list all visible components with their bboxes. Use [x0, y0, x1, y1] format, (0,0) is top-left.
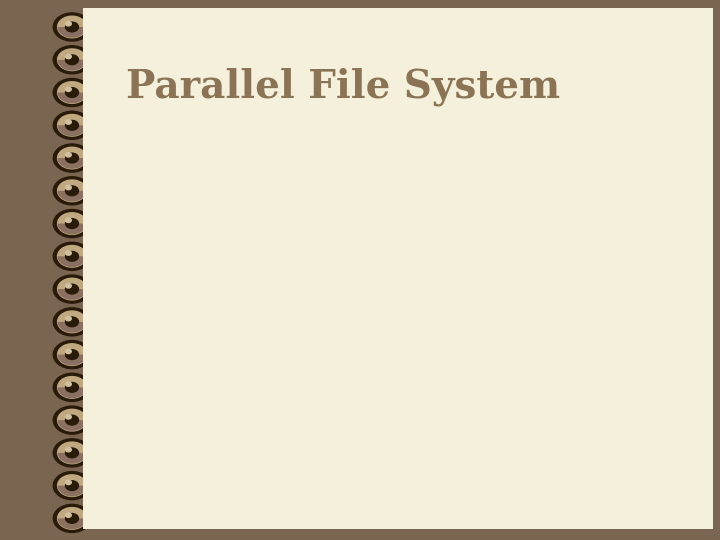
Circle shape [66, 55, 78, 65]
Circle shape [66, 514, 78, 523]
Circle shape [66, 22, 78, 32]
Circle shape [53, 504, 91, 532]
Text: Sample PFSs: Sample PFSs [145, 320, 356, 349]
Circle shape [58, 278, 86, 300]
Circle shape [66, 317, 78, 327]
Wedge shape [58, 60, 86, 71]
Text: HPCC: HPCC [380, 508, 412, 521]
Circle shape [66, 480, 71, 484]
Circle shape [58, 180, 86, 201]
Circle shape [53, 373, 91, 401]
Wedge shape [58, 420, 86, 431]
Circle shape [58, 508, 86, 529]
Wedge shape [58, 27, 86, 38]
Circle shape [58, 246, 86, 267]
Circle shape [53, 406, 91, 434]
Circle shape [53, 341, 91, 369]
Circle shape [66, 153, 78, 163]
Circle shape [53, 144, 91, 172]
Text: Interconnect: Interconnect [164, 225, 269, 242]
Circle shape [58, 409, 86, 431]
Circle shape [53, 308, 91, 336]
Text: Compute nodes: Compute nodes [164, 163, 291, 180]
Text: CSI668: CSI668 [282, 508, 323, 521]
Circle shape [53, 242, 91, 271]
Wedge shape [58, 256, 86, 267]
Circle shape [66, 252, 78, 261]
Text: 37: 37 [673, 508, 688, 521]
Circle shape [66, 316, 71, 321]
Circle shape [58, 49, 86, 71]
Circle shape [58, 475, 86, 496]
Circle shape [53, 275, 91, 303]
Circle shape [66, 382, 78, 392]
Wedge shape [58, 518, 86, 529]
Circle shape [66, 284, 78, 294]
Circle shape [66, 87, 71, 91]
Circle shape [66, 251, 71, 255]
Text: A typical PFS:: A typical PFS: [139, 127, 312, 148]
FancyBboxPatch shape [112, 322, 132, 350]
Circle shape [58, 147, 86, 169]
Circle shape [53, 210, 91, 238]
Circle shape [58, 376, 86, 398]
Wedge shape [58, 125, 86, 136]
Circle shape [66, 513, 71, 517]
Circle shape [66, 186, 78, 195]
Circle shape [66, 415, 71, 419]
Text: PVFS (Clemson): PVFS (Clemson) [164, 397, 302, 415]
Text: I/O nodes: I/O nodes [164, 194, 242, 211]
Wedge shape [58, 387, 86, 398]
Wedge shape [58, 289, 86, 300]
Circle shape [53, 177, 91, 205]
Circle shape [66, 448, 78, 458]
Wedge shape [58, 485, 86, 496]
Wedge shape [58, 158, 86, 169]
Circle shape [53, 46, 91, 74]
Circle shape [58, 213, 86, 234]
Wedge shape [58, 191, 86, 201]
Circle shape [58, 344, 86, 366]
Circle shape [66, 55, 71, 59]
Circle shape [53, 111, 91, 139]
Text: –: – [150, 397, 158, 415]
Circle shape [53, 439, 91, 467]
Circle shape [66, 120, 71, 124]
Circle shape [58, 311, 86, 333]
Circle shape [66, 448, 71, 452]
Circle shape [66, 219, 78, 228]
Circle shape [58, 442, 86, 464]
Circle shape [58, 114, 86, 136]
Circle shape [66, 382, 71, 386]
Circle shape [66, 218, 71, 222]
Circle shape [66, 284, 71, 288]
Circle shape [66, 415, 78, 425]
Circle shape [66, 87, 78, 97]
Circle shape [53, 13, 91, 41]
Circle shape [53, 78, 91, 106]
Text: Galley Parallel File System (Dartmouth): Galley Parallel File System (Dartmouth) [164, 370, 500, 388]
Circle shape [66, 120, 78, 130]
Wedge shape [58, 224, 86, 234]
Text: –: – [150, 370, 158, 388]
Circle shape [66, 481, 78, 490]
Text: Physical distribution of data across multiple disks in
multiple cluster nodes: Physical distribution of data across mul… [164, 254, 591, 296]
Circle shape [66, 350, 78, 360]
Circle shape [66, 153, 71, 157]
Wedge shape [58, 322, 86, 333]
Wedge shape [58, 453, 86, 464]
Circle shape [58, 16, 86, 38]
Wedge shape [58, 92, 86, 103]
Text: Parallel File System: Parallel File System [126, 68, 560, 106]
Circle shape [53, 471, 91, 500]
Wedge shape [58, 355, 86, 366]
Circle shape [66, 185, 71, 190]
Circle shape [66, 349, 71, 354]
Circle shape [58, 82, 86, 103]
Circle shape [66, 22, 71, 26]
